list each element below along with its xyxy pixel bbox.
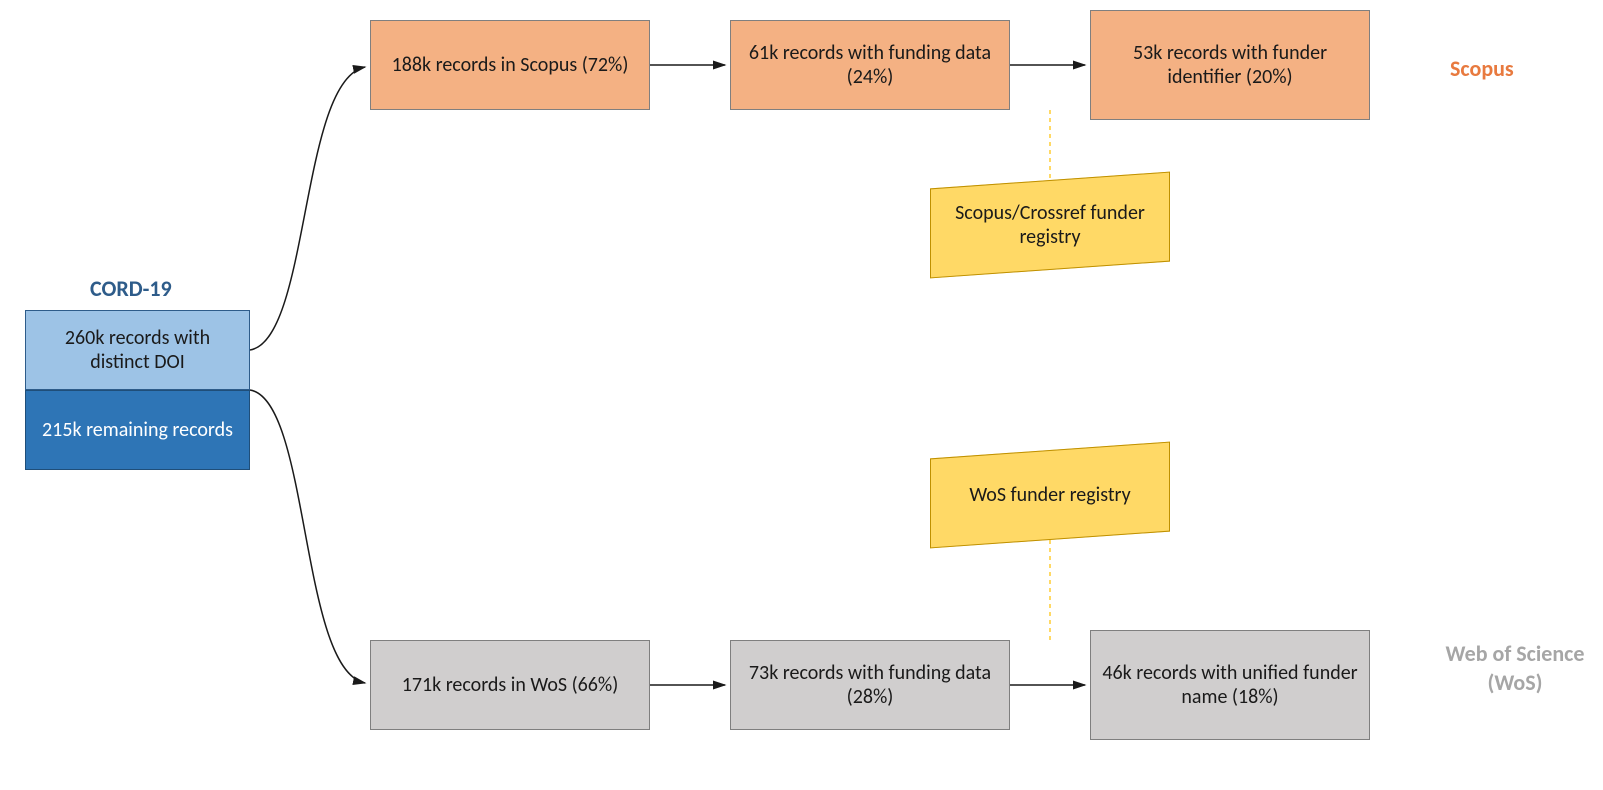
edge-cord-wos — [250, 390, 365, 683]
node-scopus-funding: 61k records with funding data (24%) — [730, 20, 1010, 110]
node-cord-doi: 260k records with distinct DOI — [25, 310, 250, 390]
registry-scopus-crossref: Scopus/Crossref funder registry — [930, 180, 1170, 270]
label-wos: Web of Science (WoS) — [1440, 640, 1590, 697]
label-scopus: Scopus — [1450, 55, 1514, 82]
node-wos-unified: 46k records with unified funder name (18… — [1090, 630, 1370, 740]
registry-wos: WoS funder registry — [930, 450, 1170, 540]
node-wos-records: 171k records in WoS (66%) — [370, 640, 650, 730]
node-scopus-records: 188k records in Scopus (72%) — [370, 20, 650, 110]
node-scopus-identifier: 53k records with funder identifier (20%) — [1090, 10, 1370, 120]
node-cord-remaining: 215k remaining records — [25, 390, 250, 470]
label-cord19: CORD-19 — [90, 275, 172, 302]
edge-cord-scopus — [250, 67, 365, 350]
node-wos-funding: 73k records with funding data (28%) — [730, 640, 1010, 730]
